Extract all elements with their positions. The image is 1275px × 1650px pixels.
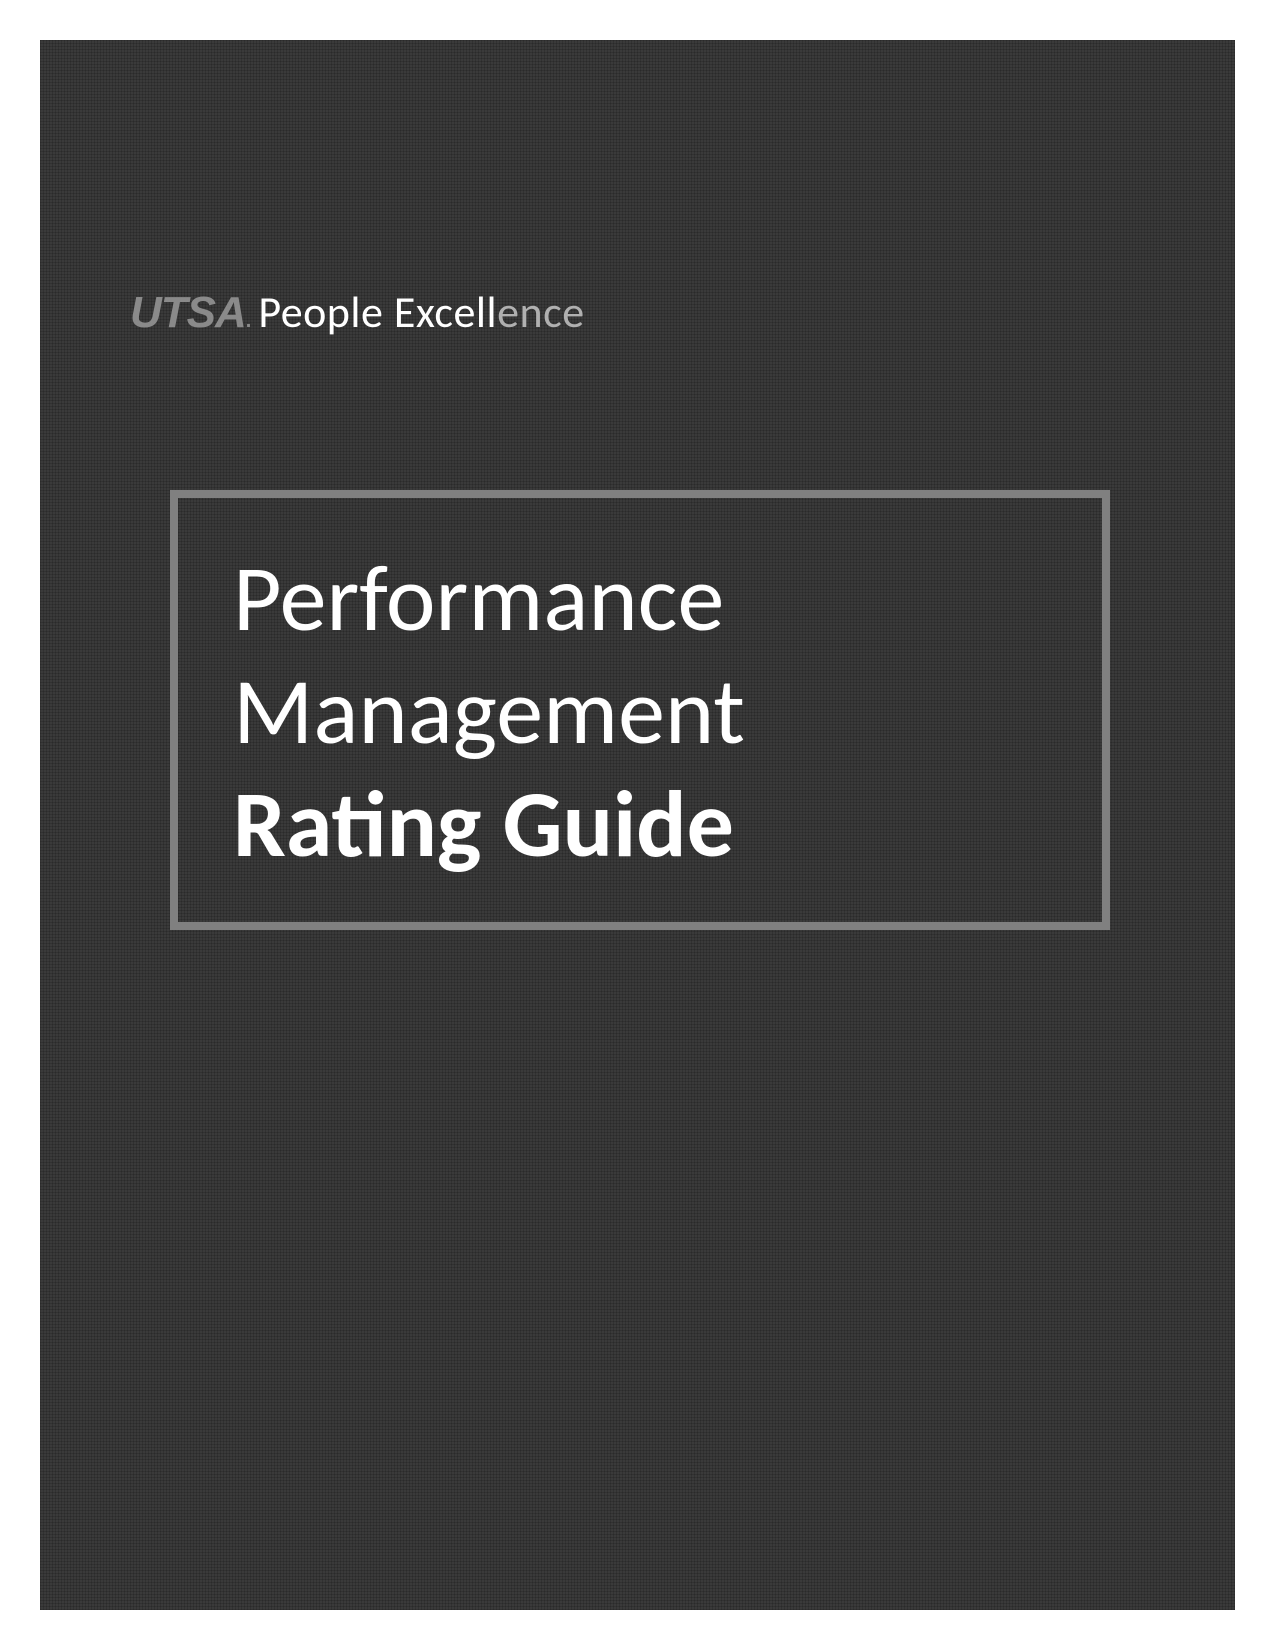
- people-excellence-text: People Excellence: [258, 285, 584, 339]
- title-line-3: Rating Guide: [233, 769, 1047, 882]
- logo-dot: .: [246, 310, 251, 332]
- logo-area: UTSA. People Excellence: [130, 285, 585, 339]
- title-line-1: Performance: [233, 543, 1047, 656]
- title-line-2: Management: [233, 656, 1047, 769]
- logo-brand-text: UTSA: [130, 288, 246, 337]
- utsa-brand-logo: UTSA.: [130, 288, 250, 338]
- people-excellence-dim: ence: [497, 285, 585, 339]
- people-excellence-bright: People Excell: [258, 285, 497, 339]
- title-box: Performance Management Rating Guide: [170, 490, 1110, 930]
- cover-page: UTSA. People Excellence Performance Mana…: [40, 40, 1235, 1610]
